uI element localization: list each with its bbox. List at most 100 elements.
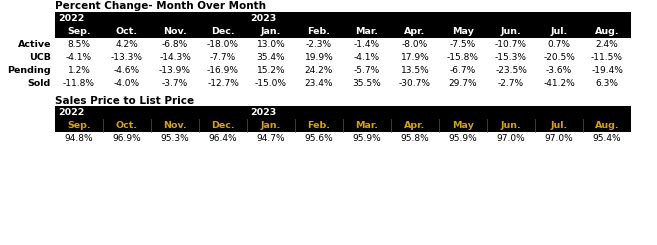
Bar xyxy=(55,132,631,145)
Text: -7.7%: -7.7% xyxy=(210,53,236,62)
Text: -3.7%: -3.7% xyxy=(162,79,188,88)
Text: -4.1%: -4.1% xyxy=(354,53,380,62)
Text: 15.2%: 15.2% xyxy=(257,66,285,75)
Text: -12.7%: -12.7% xyxy=(207,79,239,88)
Text: 94.7%: 94.7% xyxy=(257,134,285,143)
Text: -2.7%: -2.7% xyxy=(498,79,524,88)
Text: Sep.: Sep. xyxy=(67,121,91,130)
Text: Jul.: Jul. xyxy=(551,27,568,36)
Text: Sep.: Sep. xyxy=(67,27,91,36)
Text: -7.5%: -7.5% xyxy=(450,40,476,49)
Text: -19.4%: -19.4% xyxy=(591,66,623,75)
Text: -4.6%: -4.6% xyxy=(114,66,140,75)
Text: 95.6%: 95.6% xyxy=(305,134,333,143)
Text: -4.1%: -4.1% xyxy=(66,53,92,62)
Text: -15.8%: -15.8% xyxy=(447,53,479,62)
Text: -2.3%: -2.3% xyxy=(306,40,332,49)
Text: -5.7%: -5.7% xyxy=(354,66,380,75)
Text: -8.0%: -8.0% xyxy=(402,40,428,49)
Text: -11.5%: -11.5% xyxy=(591,53,623,62)
Text: Apr.: Apr. xyxy=(404,121,426,130)
Text: Pending: Pending xyxy=(7,66,51,75)
Text: 95.3%: 95.3% xyxy=(160,134,189,143)
Text: 97.0%: 97.0% xyxy=(545,134,574,143)
Text: -41.2%: -41.2% xyxy=(543,79,575,88)
Text: 23.4%: 23.4% xyxy=(305,79,333,88)
Bar xyxy=(55,25,631,38)
Text: Percent Change- Month Over Month: Percent Change- Month Over Month xyxy=(55,1,266,11)
Text: -13.9%: -13.9% xyxy=(159,66,191,75)
Text: -18.0%: -18.0% xyxy=(207,40,239,49)
Text: Apr.: Apr. xyxy=(404,27,426,36)
Text: Aug.: Aug. xyxy=(595,121,620,130)
Text: UCB: UCB xyxy=(29,53,51,62)
Bar xyxy=(55,64,631,77)
Text: 1.2%: 1.2% xyxy=(68,66,91,75)
Text: Oct.: Oct. xyxy=(116,27,138,36)
Text: 29.7%: 29.7% xyxy=(449,79,478,88)
Text: 17.9%: 17.9% xyxy=(401,53,430,62)
Text: Jan.: Jan. xyxy=(261,27,281,36)
Text: 94.8%: 94.8% xyxy=(64,134,93,143)
Bar xyxy=(55,51,631,64)
Text: Nov.: Nov. xyxy=(163,27,187,36)
Text: Sales Price to List Price: Sales Price to List Price xyxy=(55,96,194,106)
Text: 24.2%: 24.2% xyxy=(305,66,333,75)
Text: 95.9%: 95.9% xyxy=(353,134,381,143)
Text: 95.8%: 95.8% xyxy=(401,134,430,143)
Text: -3.6%: -3.6% xyxy=(546,66,572,75)
Text: 97.0%: 97.0% xyxy=(497,134,526,143)
Text: Active: Active xyxy=(18,40,51,49)
Text: -6.7%: -6.7% xyxy=(450,66,476,75)
Text: -1.4%: -1.4% xyxy=(354,40,380,49)
Text: 6.3%: 6.3% xyxy=(595,79,618,88)
Text: Aug.: Aug. xyxy=(595,27,620,36)
Bar xyxy=(55,38,631,51)
Bar xyxy=(55,12,631,25)
Text: -6.8%: -6.8% xyxy=(162,40,188,49)
Text: 95.4%: 95.4% xyxy=(593,134,622,143)
Text: -23.5%: -23.5% xyxy=(495,66,527,75)
Text: 0.7%: 0.7% xyxy=(547,40,570,49)
Text: -14.3%: -14.3% xyxy=(159,53,191,62)
Text: 4.2%: 4.2% xyxy=(116,40,139,49)
Text: 13.0%: 13.0% xyxy=(257,40,285,49)
Text: -20.5%: -20.5% xyxy=(543,53,575,62)
Text: 8.5%: 8.5% xyxy=(68,40,91,49)
Text: -11.8%: -11.8% xyxy=(63,79,95,88)
Text: 2022: 2022 xyxy=(58,108,84,117)
Text: -16.9%: -16.9% xyxy=(207,66,239,75)
Text: 19.9%: 19.9% xyxy=(305,53,333,62)
Text: 96.4%: 96.4% xyxy=(209,134,237,143)
Text: -10.7%: -10.7% xyxy=(495,40,527,49)
Text: Jul.: Jul. xyxy=(551,121,568,130)
Text: Feb.: Feb. xyxy=(307,27,330,36)
Text: -13.3%: -13.3% xyxy=(111,53,143,62)
Text: 2023: 2023 xyxy=(250,14,276,23)
Text: 35.5%: 35.5% xyxy=(353,79,381,88)
Text: 2022: 2022 xyxy=(58,14,84,23)
Text: -15.3%: -15.3% xyxy=(495,53,527,62)
Bar xyxy=(55,77,631,90)
Text: Sold: Sold xyxy=(28,79,51,88)
Text: Mar.: Mar. xyxy=(355,121,378,130)
Text: Jun.: Jun. xyxy=(501,121,522,130)
Text: 2.4%: 2.4% xyxy=(596,40,618,49)
Text: 95.9%: 95.9% xyxy=(449,134,478,143)
Text: 13.5%: 13.5% xyxy=(401,66,430,75)
Text: -15.0%: -15.0% xyxy=(255,79,287,88)
Text: 35.4%: 35.4% xyxy=(257,53,285,62)
Text: Nov.: Nov. xyxy=(163,121,187,130)
Text: May: May xyxy=(452,27,474,36)
Bar xyxy=(55,119,631,132)
Text: Jan.: Jan. xyxy=(261,121,281,130)
Bar xyxy=(55,106,631,119)
Text: Jun.: Jun. xyxy=(501,27,522,36)
Text: -30.7%: -30.7% xyxy=(399,79,431,88)
Text: Feb.: Feb. xyxy=(307,121,330,130)
Text: 96.9%: 96.9% xyxy=(112,134,141,143)
Text: Mar.: Mar. xyxy=(355,27,378,36)
Text: -4.0%: -4.0% xyxy=(114,79,140,88)
Text: Dec.: Dec. xyxy=(211,27,235,36)
Text: 2023: 2023 xyxy=(250,108,276,117)
